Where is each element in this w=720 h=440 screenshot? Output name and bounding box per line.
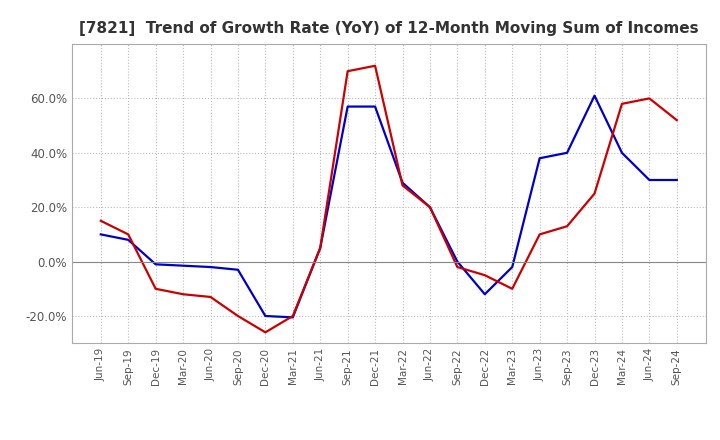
Ordinary Income Growth Rate [398, 180, 407, 185]
Title: [7821]  Trend of Growth Rate (YoY) of 12-Month Moving Sum of Incomes: [7821] Trend of Growth Rate (YoY) of 12-… [79, 21, 698, 36]
Ordinary Income Growth Rate [179, 263, 187, 268]
Ordinary Income Growth Rate [151, 262, 160, 267]
Ordinary Income Growth Rate [124, 237, 132, 242]
Net Income Growth Rate [233, 313, 242, 319]
Ordinary Income Growth Rate [563, 150, 572, 155]
Net Income Growth Rate [590, 191, 599, 196]
Ordinary Income Growth Rate [590, 93, 599, 98]
Ordinary Income Growth Rate [672, 177, 681, 183]
Ordinary Income Growth Rate [426, 205, 434, 210]
Ordinary Income Growth Rate [453, 259, 462, 264]
Ordinary Income Growth Rate [645, 177, 654, 183]
Ordinary Income Growth Rate [508, 264, 516, 270]
Net Income Growth Rate [672, 117, 681, 123]
Net Income Growth Rate [371, 63, 379, 68]
Net Income Growth Rate [206, 294, 215, 300]
Net Income Growth Rate [480, 272, 489, 278]
Net Income Growth Rate [563, 224, 572, 229]
Ordinary Income Growth Rate [289, 315, 297, 320]
Line: Net Income Growth Rate: Net Income Growth Rate [101, 66, 677, 332]
Line: Ordinary Income Growth Rate: Ordinary Income Growth Rate [101, 95, 677, 317]
Net Income Growth Rate [96, 218, 105, 224]
Net Income Growth Rate [151, 286, 160, 291]
Net Income Growth Rate [536, 232, 544, 237]
Net Income Growth Rate [124, 232, 132, 237]
Ordinary Income Growth Rate [206, 264, 215, 270]
Ordinary Income Growth Rate [96, 232, 105, 237]
Ordinary Income Growth Rate [261, 313, 270, 319]
Ordinary Income Growth Rate [480, 292, 489, 297]
Net Income Growth Rate [179, 292, 187, 297]
Net Income Growth Rate [618, 101, 626, 106]
Net Income Growth Rate [343, 69, 352, 74]
Net Income Growth Rate [453, 264, 462, 270]
Net Income Growth Rate [508, 286, 516, 291]
Ordinary Income Growth Rate [371, 104, 379, 109]
Ordinary Income Growth Rate [233, 267, 242, 272]
Net Income Growth Rate [398, 183, 407, 188]
Net Income Growth Rate [289, 313, 297, 319]
Ordinary Income Growth Rate [316, 246, 325, 251]
Ordinary Income Growth Rate [343, 104, 352, 109]
Net Income Growth Rate [645, 96, 654, 101]
Net Income Growth Rate [426, 205, 434, 210]
Ordinary Income Growth Rate [618, 150, 626, 155]
Ordinary Income Growth Rate [536, 156, 544, 161]
Net Income Growth Rate [261, 330, 270, 335]
Net Income Growth Rate [316, 246, 325, 251]
